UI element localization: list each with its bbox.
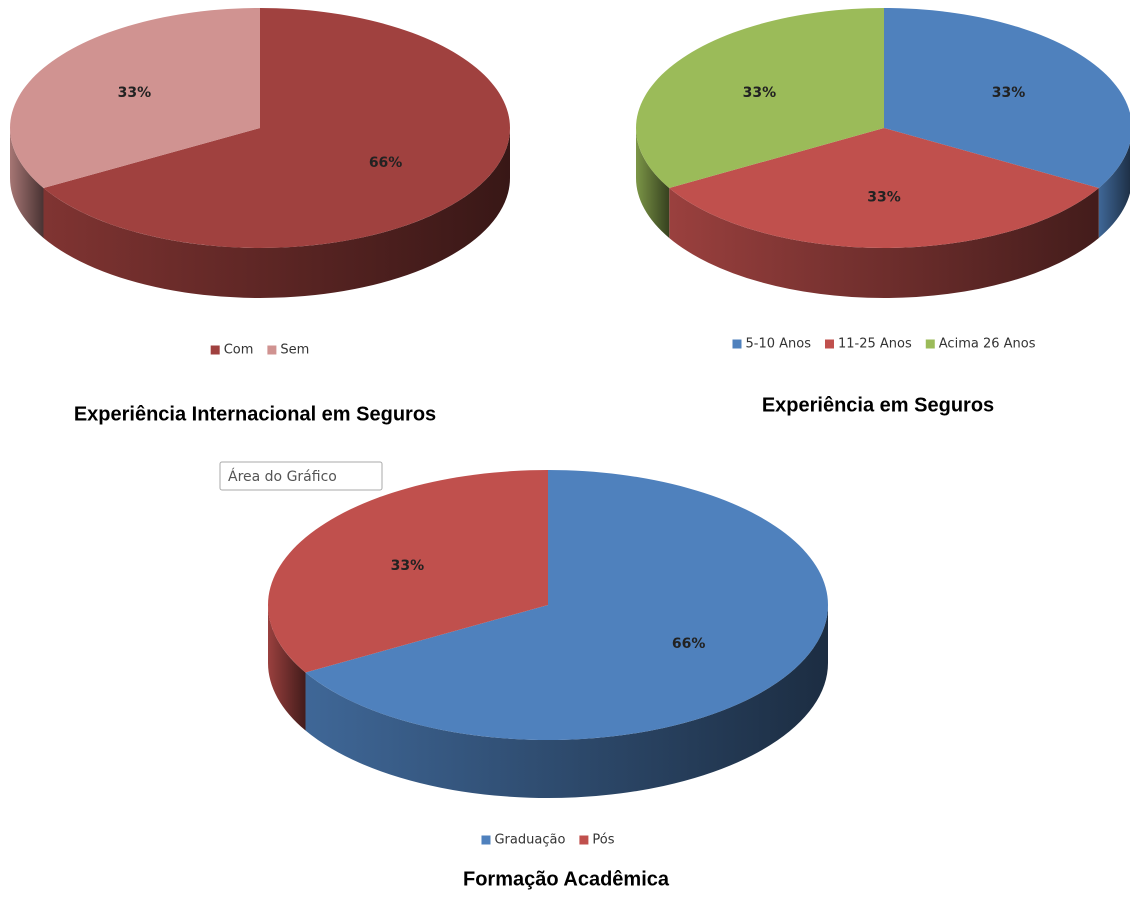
data-label: 33%	[992, 85, 1026, 101]
pie-slice	[305, 470, 828, 740]
pie-slice	[884, 8, 1130, 188]
legend-swatch	[210, 345, 220, 355]
pie-side	[43, 128, 510, 299]
data-label: 33%	[391, 558, 425, 574]
legend-label: Sem	[280, 343, 309, 358]
legend-swatch	[267, 345, 277, 355]
legend-label: Graduação	[494, 833, 565, 848]
pie-side	[1098, 142, 1130, 238]
legend-swatch	[481, 835, 491, 845]
legend-label: 5-10 Anos	[745, 337, 811, 352]
data-label: 66%	[672, 636, 706, 652]
pie-slice	[9, 8, 260, 188]
legend-label: 11-25 Anos	[838, 337, 912, 352]
data-label: 33%	[118, 85, 152, 101]
pie-slice	[267, 470, 548, 673]
chart-title: Experiência Internacional em Seguros	[74, 403, 436, 425]
legend-swatch	[579, 835, 589, 845]
pie-side	[636, 128, 670, 238]
legend-label: Com	[224, 343, 254, 358]
legend-label: Acima 26 Anos	[939, 337, 1036, 352]
data-label: 33%	[743, 85, 777, 101]
tooltip-box	[219, 461, 383, 491]
legend-swatch	[732, 339, 742, 349]
pie-slice	[636, 8, 884, 188]
pie-side	[305, 605, 828, 798]
pie-side	[10, 128, 44, 238]
data-label: 33%	[867, 190, 901, 206]
chart-title: Experiência em Seguros	[762, 394, 994, 416]
legend-swatch	[824, 339, 834, 349]
legend-swatch	[925, 339, 935, 349]
pie-side	[669, 188, 1099, 298]
pie-slice	[43, 8, 510, 248]
legend-label: Pós	[592, 833, 614, 848]
data-label: 66%	[369, 155, 403, 171]
tooltip-text: Área do Gráfico	[228, 468, 337, 485]
pie-side	[268, 605, 306, 731]
chart-title: Formação Acadêmica	[463, 868, 670, 890]
